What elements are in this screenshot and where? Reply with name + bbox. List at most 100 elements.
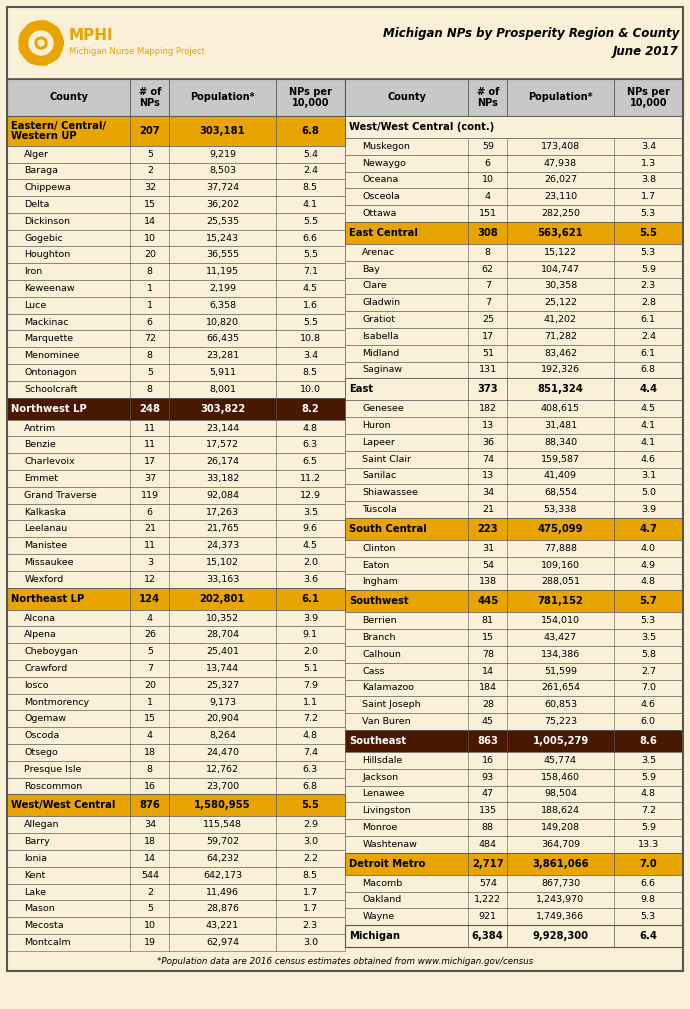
Text: 6: 6 <box>485 158 491 167</box>
Text: 7.4: 7.4 <box>303 748 318 757</box>
Text: 135: 135 <box>479 806 497 815</box>
Text: 11: 11 <box>144 541 156 550</box>
Bar <box>7 851 345 867</box>
Text: County: County <box>49 93 88 103</box>
Text: 81: 81 <box>482 616 494 626</box>
Text: 5.4: 5.4 <box>303 149 318 158</box>
Circle shape <box>29 31 53 55</box>
Bar <box>7 744 345 761</box>
Text: 6.8: 6.8 <box>303 782 318 791</box>
Text: Ontonagon: Ontonagon <box>24 368 77 377</box>
Bar <box>7 660 345 677</box>
Text: 1,749,366: 1,749,366 <box>536 912 584 921</box>
Text: 6.3: 6.3 <box>303 440 318 449</box>
Bar <box>7 281 345 297</box>
Text: 6: 6 <box>147 318 152 327</box>
Text: 2: 2 <box>147 166 152 176</box>
Bar <box>345 680 683 696</box>
Bar <box>50 26 61 35</box>
Text: 192,326: 192,326 <box>541 365 580 374</box>
Text: 36,202: 36,202 <box>206 200 239 209</box>
Text: 4.1: 4.1 <box>641 438 656 447</box>
Text: 47,938: 47,938 <box>544 158 577 167</box>
Text: 188,624: 188,624 <box>541 806 580 815</box>
Text: 6.3: 6.3 <box>303 765 318 774</box>
Text: Gratiot: Gratiot <box>362 315 395 324</box>
Text: Population*: Population* <box>528 93 593 103</box>
Text: 8.5: 8.5 <box>303 184 318 192</box>
Text: 1.3: 1.3 <box>641 158 656 167</box>
Text: 1: 1 <box>147 301 152 310</box>
Text: Branch: Branch <box>362 633 396 642</box>
Text: 5.8: 5.8 <box>641 650 656 659</box>
Text: 33,163: 33,163 <box>206 575 239 584</box>
Circle shape <box>35 37 47 49</box>
Text: Dickinson: Dickinson <box>24 217 70 226</box>
Bar <box>7 297 345 314</box>
Text: 8,264: 8,264 <box>209 732 236 741</box>
Bar <box>7 437 345 453</box>
Bar <box>345 501 683 518</box>
Text: Alcona: Alcona <box>24 613 57 623</box>
Bar <box>345 244 683 260</box>
Text: Midland: Midland <box>362 349 400 358</box>
Text: 10: 10 <box>144 234 156 242</box>
Bar <box>345 769 683 786</box>
Text: 5.9: 5.9 <box>641 264 656 273</box>
Text: Arenac: Arenac <box>362 248 395 257</box>
Text: 53,338: 53,338 <box>544 506 577 515</box>
Bar <box>345 696 683 713</box>
Text: 13: 13 <box>482 421 494 430</box>
Text: Emmet: Emmet <box>24 474 58 483</box>
Text: 71,282: 71,282 <box>544 332 577 341</box>
Bar <box>7 145 345 162</box>
Text: 4.9: 4.9 <box>641 561 656 570</box>
Text: 5.9: 5.9 <box>641 773 656 782</box>
Bar <box>7 230 345 246</box>
Bar <box>345 401 683 417</box>
Text: 14: 14 <box>482 667 494 676</box>
Bar <box>345 417 683 434</box>
Text: 37,724: 37,724 <box>206 184 239 192</box>
Bar <box>7 503 345 521</box>
Bar <box>345 328 683 345</box>
Text: 13,744: 13,744 <box>206 664 239 673</box>
Text: 1.7: 1.7 <box>303 888 318 897</box>
Bar <box>345 892 683 908</box>
Text: MPHI: MPHI <box>69 27 114 42</box>
Text: 5: 5 <box>147 149 152 158</box>
Text: Gogebic: Gogebic <box>24 234 63 242</box>
Text: Mackinac: Mackinac <box>24 318 69 327</box>
Text: Kent: Kent <box>24 871 46 880</box>
Text: 149,208: 149,208 <box>541 823 580 832</box>
Text: 182: 182 <box>479 405 497 414</box>
Text: 31,481: 31,481 <box>544 421 577 430</box>
Text: 2.9: 2.9 <box>303 820 318 829</box>
Text: Allegan: Allegan <box>24 820 60 829</box>
Text: 3.4: 3.4 <box>303 351 318 360</box>
Bar <box>345 590 683 612</box>
Text: 1.7: 1.7 <box>303 904 318 913</box>
Text: Roscommon: Roscommon <box>24 782 83 791</box>
Text: 6,358: 6,358 <box>209 301 236 310</box>
Text: Keweenaw: Keweenaw <box>24 284 75 293</box>
Bar <box>345 116 683 138</box>
Text: 6.1: 6.1 <box>641 315 656 324</box>
Text: 7.0: 7.0 <box>640 859 657 869</box>
Text: Clinton: Clinton <box>362 544 395 553</box>
Text: 876: 876 <box>139 800 160 810</box>
Text: 6.4: 6.4 <box>640 931 658 941</box>
Text: 16: 16 <box>144 782 156 791</box>
Text: 5.9: 5.9 <box>641 823 656 832</box>
Bar <box>7 453 345 470</box>
Text: 261,654: 261,654 <box>541 683 580 692</box>
Text: Ogemaw: Ogemaw <box>24 714 66 723</box>
Bar <box>41 20 48 28</box>
Circle shape <box>38 40 44 46</box>
Bar <box>7 398 345 420</box>
Text: Ingham: Ingham <box>362 577 398 586</box>
Text: 4.8: 4.8 <box>303 732 318 741</box>
Bar <box>345 222 683 244</box>
Text: 23,144: 23,144 <box>206 424 239 433</box>
Text: 43,221: 43,221 <box>206 921 239 930</box>
